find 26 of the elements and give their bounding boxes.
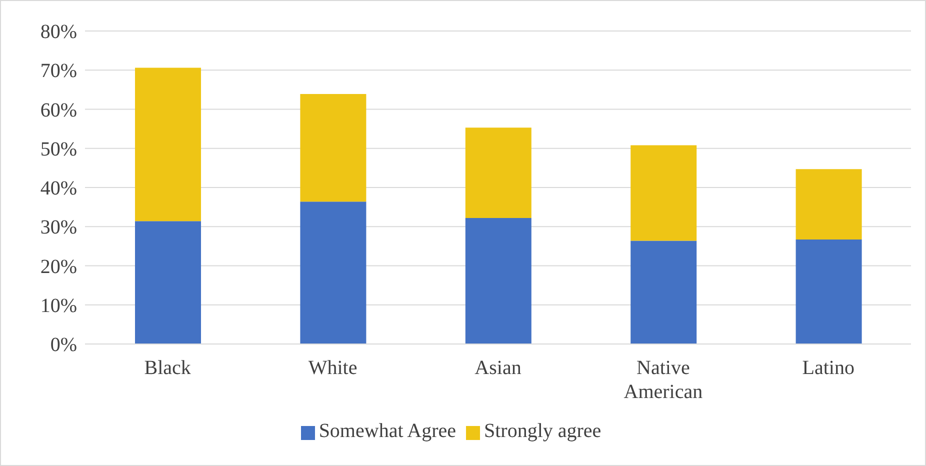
y-tick-label: 50% [40,138,77,160]
y-tick-label: 60% [40,99,77,122]
bar [630,145,697,241]
bar [465,218,532,344]
bar [135,221,201,344]
y-tick-label: 20% [40,256,77,278]
y-tick-label: 40% [40,178,77,200]
y-tick-label: 80% [40,21,77,44]
y-tick-label: 70% [40,60,77,82]
legend-label: Somewhat Agree [318,420,456,442]
x-tick-label: Asian [474,357,522,379]
x-tick-label: Native American [624,357,703,403]
bar [796,169,862,240]
x-tick-label: Black [144,357,191,379]
x-tick-label: White [308,357,358,379]
bar [796,240,862,344]
bar [630,240,697,344]
legend-label: Strongly agree [484,420,602,442]
bar [135,68,201,222]
bar [465,128,532,218]
y-tick-label: 0% [50,334,77,356]
bar [300,94,366,202]
bar [300,202,366,344]
y-tick-label: 30% [40,216,77,239]
y-tick-label: 10% [40,294,77,317]
x-tick-label: Latino [802,357,855,379]
